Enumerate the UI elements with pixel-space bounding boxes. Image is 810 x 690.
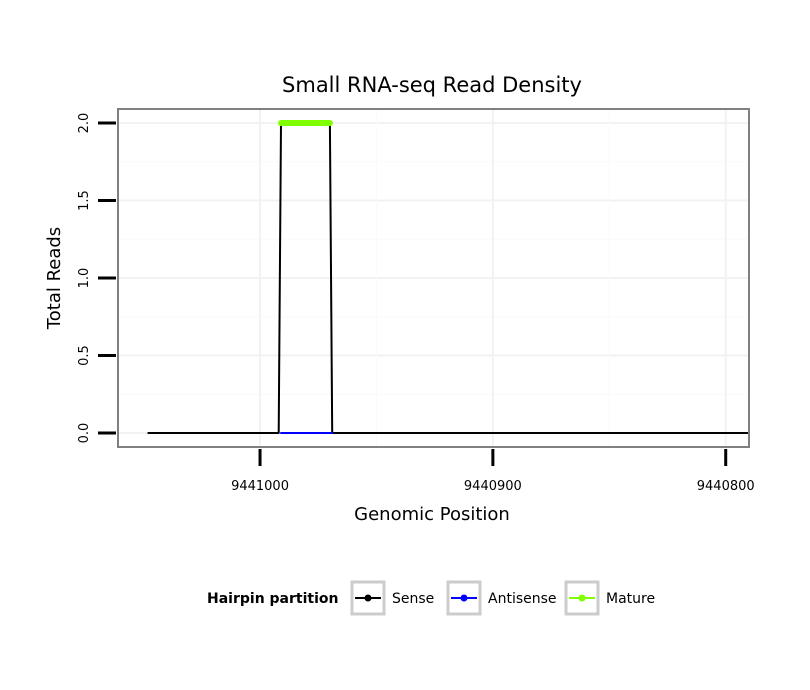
legend-label: Antisense: [488, 591, 557, 607]
legend-key: [564, 580, 600, 616]
legend-label: Sense: [392, 591, 434, 607]
x-axis-label: Genomic Position: [354, 504, 510, 525]
legend-key-point: [578, 594, 586, 602]
legend-label: Mature: [606, 591, 655, 607]
y-tick-label: 1.0: [77, 268, 92, 289]
y-tick-label: 1.5: [77, 190, 92, 211]
y-tick-label: 2.0: [77, 113, 92, 134]
grid-lines: [118, 109, 749, 447]
y-axis-label: Total Reads: [44, 227, 65, 330]
legend-key-point: [364, 594, 372, 602]
y-tick-label: 0.0: [77, 423, 92, 444]
x-tick-label: 9440800: [697, 479, 755, 494]
x-axis: 9441000 9440900 9440800: [231, 449, 755, 494]
legend-title: Hairpin partition: [207, 591, 338, 607]
legend-key-point: [460, 594, 468, 602]
plot-border: [117, 108, 750, 448]
y-axis: 0.0 0.5 1.0 1.5 2.0: [77, 113, 116, 444]
x-tick-label: 9441000: [231, 479, 289, 494]
chart-title: Small RNA-seq Read Density: [282, 73, 582, 97]
series-layer: [147, 120, 750, 434]
legend: Hairpin partition Sense Antisense Mature: [207, 580, 655, 616]
x-tick-label: 9440900: [464, 479, 522, 494]
y-tick-label: 0.5: [77, 345, 92, 366]
